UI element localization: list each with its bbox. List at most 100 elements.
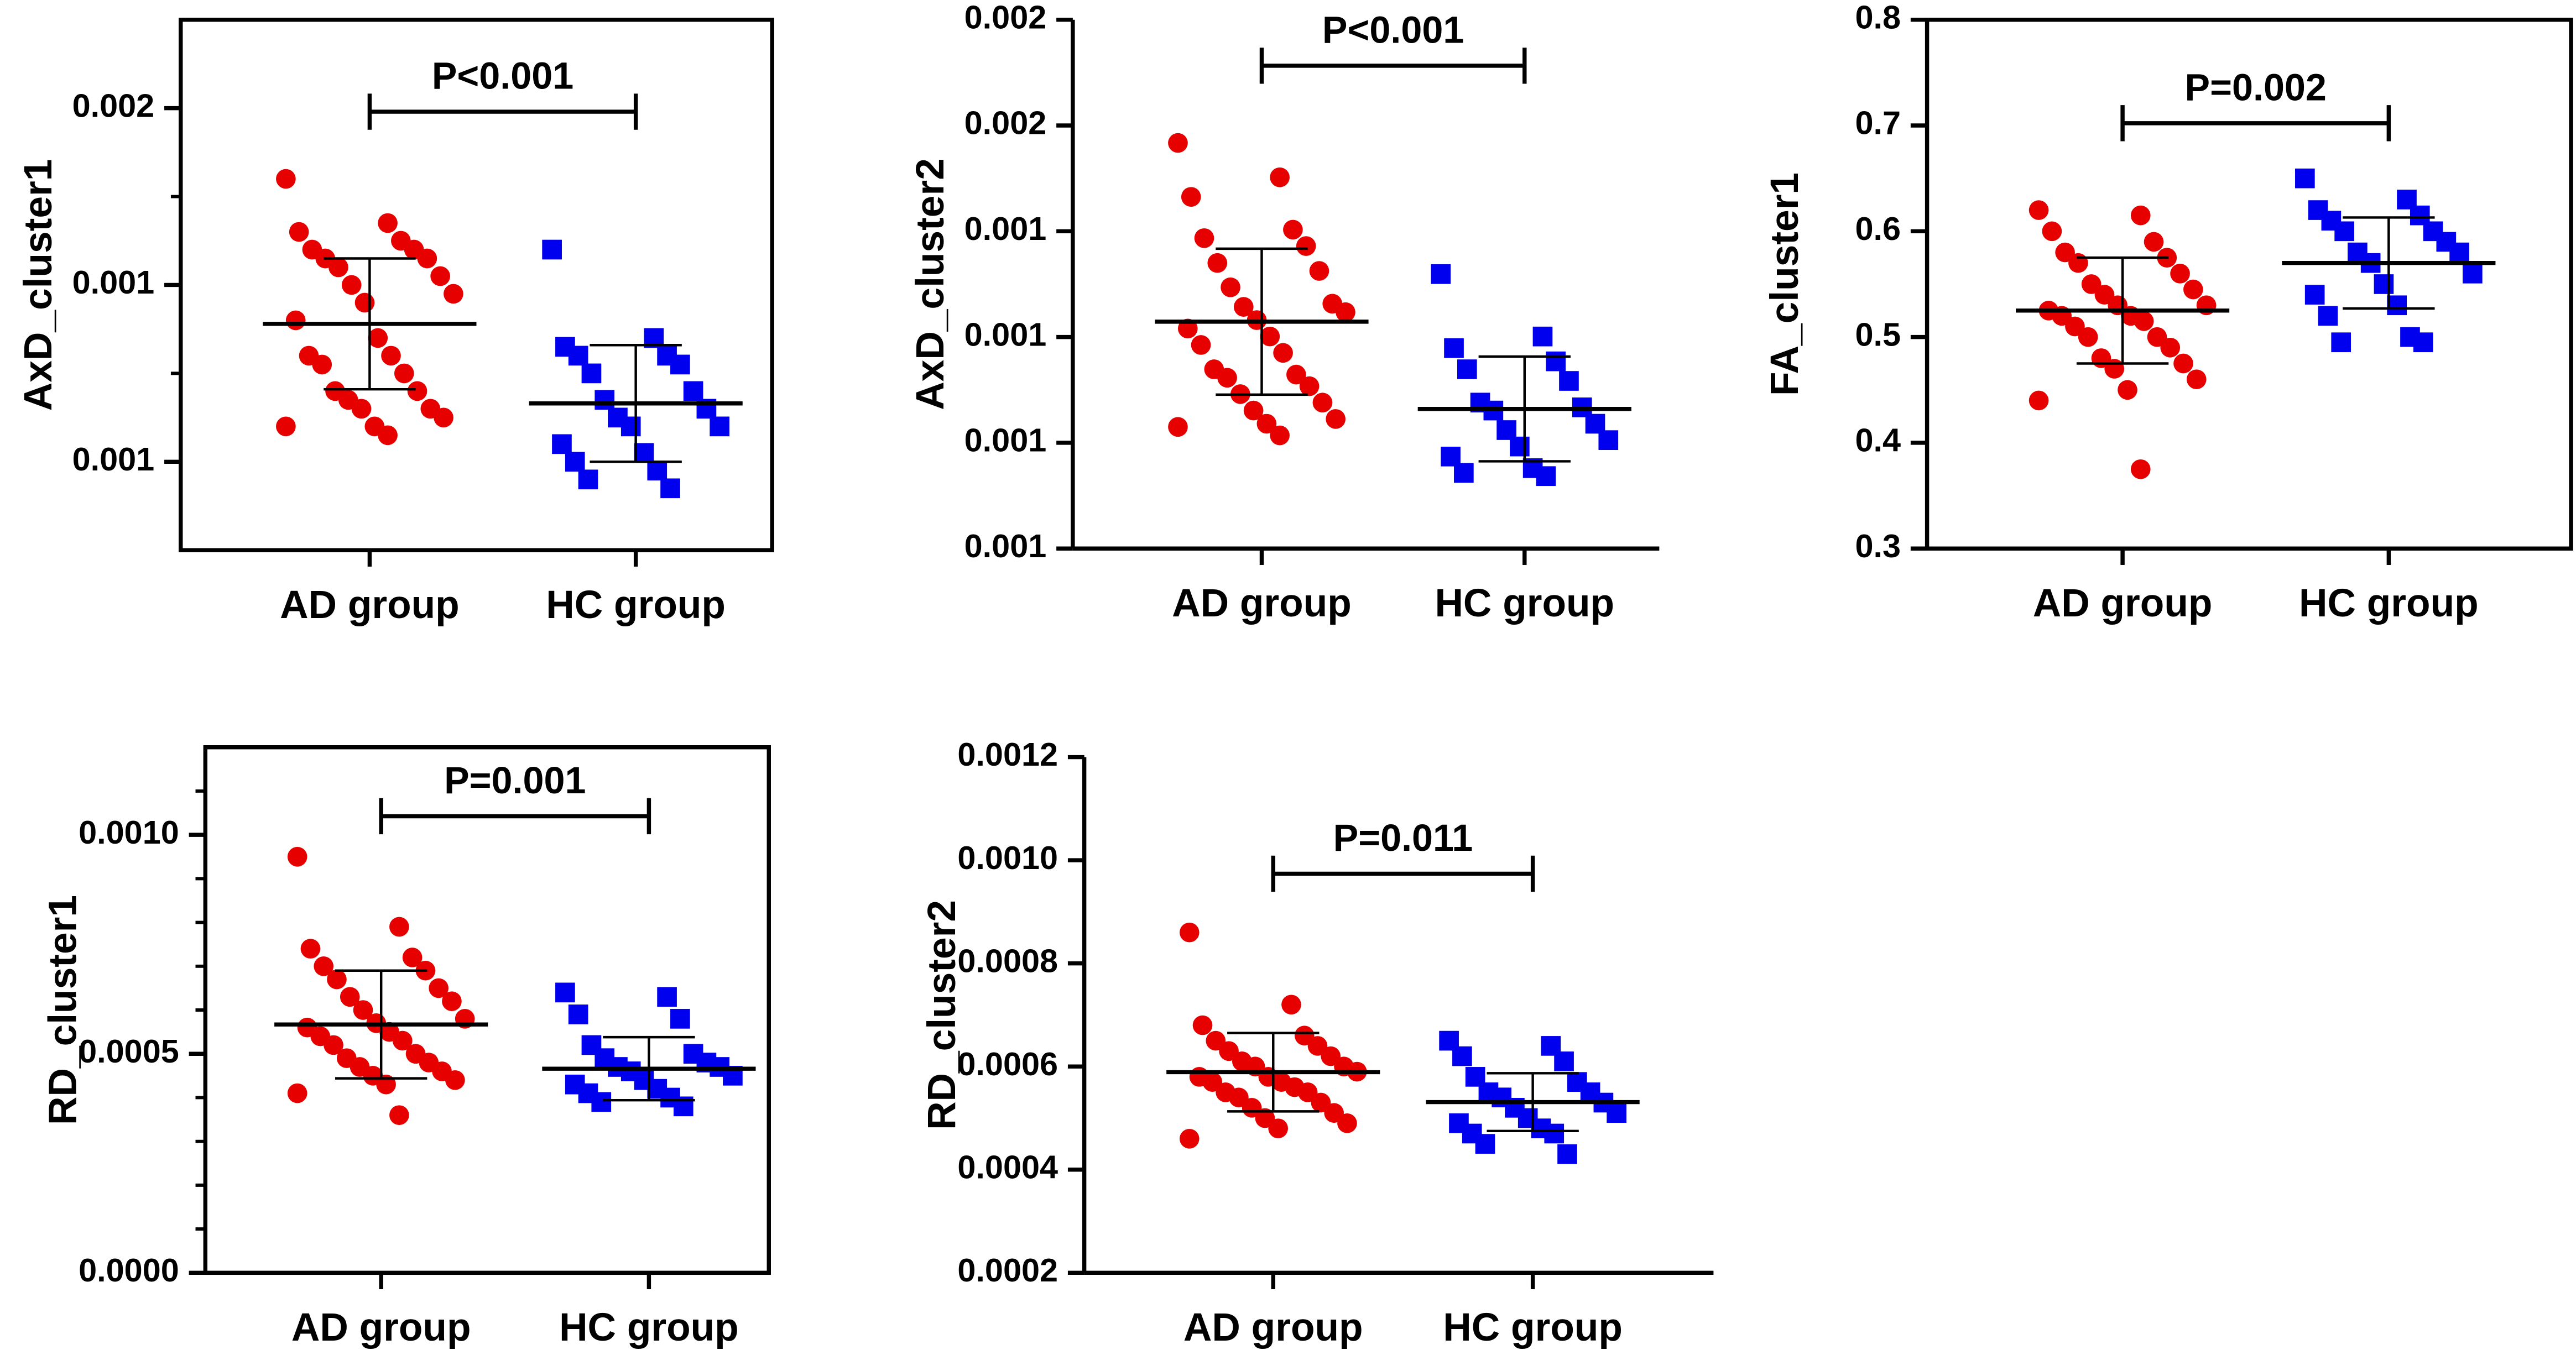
y-tick-label: 0.002 <box>72 87 155 124</box>
data-point <box>341 275 362 295</box>
data-point <box>2449 242 2469 263</box>
x-tick-label: AD group <box>1172 581 1352 625</box>
data-point <box>568 1004 588 1024</box>
data-point <box>1260 326 1280 347</box>
data-point <box>2078 327 2098 347</box>
data-point <box>1179 922 1200 943</box>
y-tick-label: 0.002 <box>964 0 1047 35</box>
y-axis-label: RD_cluster2 <box>920 900 964 1130</box>
data-point <box>442 991 462 1011</box>
data-point <box>581 363 602 384</box>
y-tick-label: 0.0005 <box>79 1033 179 1070</box>
data-point <box>314 956 334 976</box>
p-value-annotation: P=0.001 <box>444 760 586 802</box>
data-point <box>1168 133 1188 153</box>
data-point <box>1286 364 1306 385</box>
data-point <box>324 1035 343 1055</box>
data-point <box>1281 995 1301 1015</box>
y-tick-label: 0.8 <box>1855 0 1901 35</box>
y-axis-label: AxD_cluster2 <box>908 158 952 410</box>
data-point <box>1326 409 1346 429</box>
data-point <box>285 310 306 331</box>
data-point <box>1181 187 1201 207</box>
data-point <box>328 257 348 278</box>
x-tick-label: HC group <box>546 583 726 627</box>
data-point <box>1536 466 1556 486</box>
data-point <box>710 416 729 437</box>
data-point <box>1191 335 1211 355</box>
data-point <box>1431 264 1451 284</box>
x-tick-label: AD group <box>1183 1305 1363 1349</box>
y-tick-label: 0.0006 <box>957 1045 1058 1082</box>
data-point <box>2029 390 2049 411</box>
data-point <box>430 266 450 286</box>
data-point <box>389 917 409 937</box>
plot-frame <box>179 17 774 552</box>
data-point <box>1336 302 1355 322</box>
data-point <box>378 213 398 233</box>
data-point <box>591 1092 612 1112</box>
data-point <box>351 399 372 419</box>
y-tick-label: 0.001 <box>72 264 155 301</box>
y-tick-label: 0.0008 <box>957 942 1058 979</box>
data-point <box>2094 285 2115 305</box>
data-point <box>578 469 598 490</box>
data-point <box>312 354 332 375</box>
data-point <box>300 939 321 959</box>
data-point <box>2055 242 2075 263</box>
data-point <box>434 407 453 428</box>
data-point <box>1454 463 1474 483</box>
data-point <box>2130 459 2151 479</box>
data-point <box>2413 332 2433 353</box>
data-point <box>2068 253 2088 273</box>
y-tick-label: 0.001 <box>964 316 1047 353</box>
p-value-annotation: P=0.002 <box>2185 66 2327 108</box>
data-point <box>1256 414 1277 434</box>
data-point <box>392 1030 413 1051</box>
data-point <box>1192 1015 1213 1035</box>
data-point <box>327 969 347 990</box>
y-tick-label: 0.002 <box>964 104 1047 142</box>
data-point <box>2029 200 2049 220</box>
data-point <box>1221 277 1240 297</box>
data-point <box>1217 368 1237 388</box>
data-point <box>2387 295 2407 316</box>
data-point <box>1559 371 1579 391</box>
data-point <box>1270 167 1290 187</box>
y-tick-label: 0.0010 <box>79 814 179 851</box>
y-tick-label: 0.001 <box>964 210 1047 247</box>
data-point <box>1243 400 1264 421</box>
y-tick-label: 0.3 <box>1855 527 1901 564</box>
data-point <box>276 169 296 189</box>
data-point <box>1273 343 1293 363</box>
data-point <box>445 1070 465 1090</box>
data-point <box>2170 264 2190 284</box>
x-tick-label: AD group <box>2033 581 2213 625</box>
y-axis-label: RD_cluster1 <box>41 895 85 1125</box>
data-point <box>2118 380 2137 400</box>
y-tick-label: 0.0002 <box>957 1252 1058 1289</box>
data-point <box>2160 337 2181 358</box>
data-point <box>289 222 309 242</box>
data-point <box>2134 311 2154 331</box>
data-point <box>444 284 463 304</box>
data-point <box>1544 1123 1565 1144</box>
data-point <box>2374 274 2394 294</box>
y-tick-label: 0.0012 <box>957 736 1058 773</box>
data-point <box>1607 1103 1626 1123</box>
data-point <box>381 346 401 366</box>
data-point <box>1283 219 1303 240</box>
x-tick-label: HC group <box>1443 1305 1623 1349</box>
data-point <box>555 982 575 1003</box>
data-point <box>683 381 703 401</box>
y-tick-label: 0.0010 <box>957 839 1058 876</box>
data-point <box>1207 253 1228 273</box>
data-point <box>1337 1113 1357 1133</box>
data-point <box>2130 205 2151 226</box>
data-point <box>660 478 680 499</box>
data-point <box>340 987 360 1007</box>
data-point <box>394 363 414 384</box>
y-axis-label: AxD_cluster1 <box>16 159 60 411</box>
